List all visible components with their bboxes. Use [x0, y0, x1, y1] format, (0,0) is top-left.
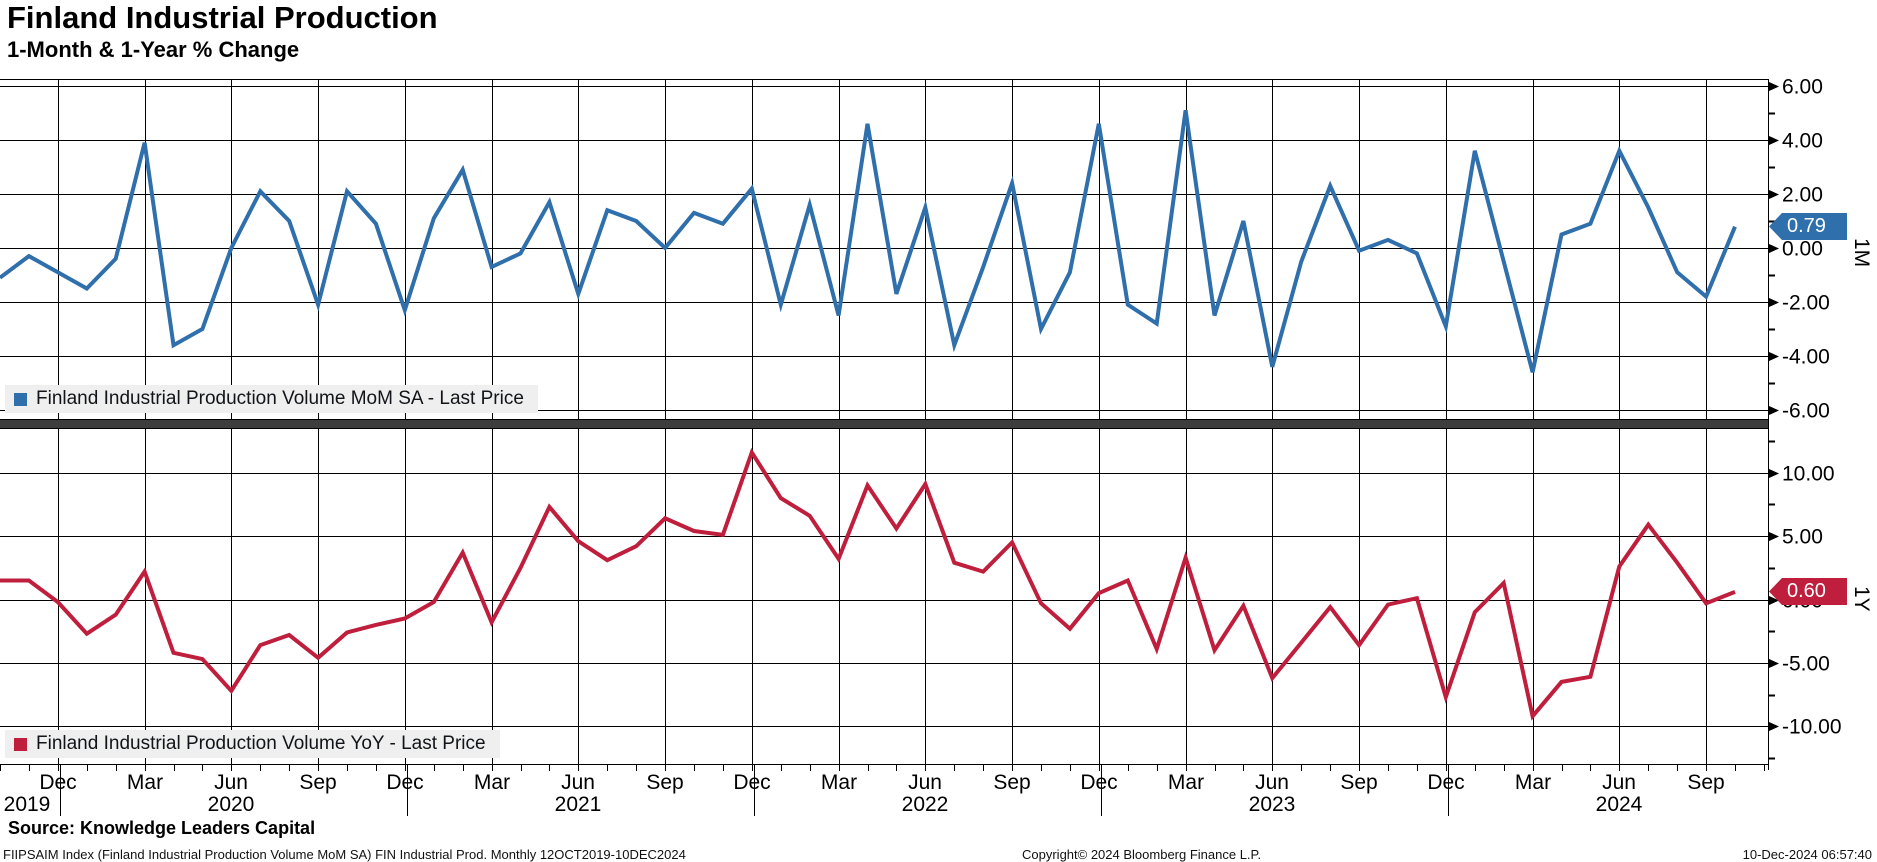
series-line-yoy — [0, 447, 1736, 721]
chart-canvas: 6.00 4.00 2.00 0.00 -2.00 -4.00 -6.00 10.00 5.00… — [0, 76, 1842, 816]
x-tick-label: Dec — [733, 771, 770, 794]
y-tick-label: -5.00 — [1782, 653, 1830, 676]
y-tick-label: 0.00 — [1782, 238, 1823, 261]
x-tick-label: Mar — [474, 771, 510, 794]
x-tick-label: Jun — [1602, 771, 1636, 794]
axis-tick-arrow-icon — [1768, 351, 1779, 362]
y-tick-label: 10.00 — [1782, 463, 1835, 486]
legend-mom[interactable]: Finland Industrial Production Volume MoM… — [5, 385, 538, 413]
x-tick-label: Mar — [821, 771, 857, 794]
legend-swatch-blue-icon — [14, 392, 27, 406]
y-axis-title-1m: 1M — [1850, 238, 1873, 268]
axis-tick-arrow-icon — [1768, 721, 1779, 732]
y-tick-label: -4.00 — [1782, 346, 1830, 369]
axis-tick-arrow-icon — [1768, 531, 1779, 542]
y-tick-label: 4.00 — [1782, 130, 1823, 153]
footnote-ticker: FIIPSAIM Index (Finland Industrial Produ… — [3, 847, 686, 862]
panel-separator — [0, 420, 1768, 428]
page-subtitle: 1-Month & 1-Year % Change — [7, 37, 300, 62]
x-tick-label: Sep — [1340, 771, 1377, 794]
axis-tick-arrow-icon — [1768, 135, 1779, 146]
x-tick-label: Mar — [1168, 771, 1204, 794]
x-tick-label: Sep — [1687, 771, 1724, 794]
axis-tick-arrow-icon — [1768, 297, 1779, 308]
x-tick-label: Dec — [1080, 771, 1117, 794]
legend-yoy[interactable]: Finland Industrial Production Volume YoY… — [5, 730, 500, 758]
x-tick-label: Mar — [127, 771, 163, 794]
footnote-datetime: 10-Dec-2024 06:57:40 — [1742, 847, 1872, 862]
x-tick-label: Sep — [299, 771, 336, 794]
legend-yoy-label: Finland Industrial Production Volume YoY… — [36, 733, 486, 754]
x-tick-label: Dec — [39, 771, 76, 794]
legend-mom-label: Finland Industrial Production Volume MoM… — [36, 388, 524, 409]
x-tick-label: Jun — [908, 771, 942, 794]
legend-swatch-red-icon — [14, 737, 27, 751]
x-year-label: 2024 — [1596, 793, 1643, 816]
x-tick-label: Dec — [1427, 771, 1464, 794]
axis-tick-arrow-icon — [1768, 405, 1779, 416]
x-tick-label: Jun — [561, 771, 595, 794]
axis-tick-arrow-icon — [1768, 81, 1779, 92]
page-title: Finland Industrial Production — [7, 0, 438, 35]
y-tick-label: -6.00 — [1782, 400, 1830, 423]
footnote-copyright: Copyright© 2024 Bloomberg Finance L.P. — [1022, 847, 1262, 862]
last-price-badge-yoy: 0.60 — [1769, 578, 1847, 605]
axis-tick-arrow-icon — [1768, 243, 1779, 254]
y-axis-title-1y: 1Y — [1850, 586, 1873, 612]
x-tick-label: Mar — [1515, 771, 1551, 794]
x-tick-label: Sep — [993, 771, 1030, 794]
y-tick-label: 2.00 — [1782, 184, 1823, 207]
axis-tick-arrow-icon — [1768, 595, 1779, 606]
source-line: Source: Knowledge Leaders Capital — [8, 818, 316, 838]
x-year-label: 2019 — [4, 793, 51, 816]
last-price-badge-mom: 0.79 — [1769, 213, 1847, 240]
x-tick-label: Jun — [1255, 771, 1289, 794]
y-tick-label: -2.00 — [1782, 292, 1830, 315]
axis-tick-arrow-icon — [1768, 189, 1779, 200]
axis-tick-arrow-icon — [1768, 658, 1779, 669]
series-line-mom — [0, 110, 1737, 373]
y-tick-label: -10.00 — [1782, 716, 1842, 739]
x-year-label: 2023 — [1249, 793, 1296, 816]
y-tick-label: 6.00 — [1782, 76, 1823, 99]
axis-tick-arrow-icon — [1768, 468, 1779, 479]
x-year-label: 2020 — [208, 793, 255, 816]
y-tick-label: 5.00 — [1782, 526, 1823, 549]
x-tick-label: Sep — [646, 771, 683, 794]
x-tick-label: Dec — [386, 771, 423, 794]
x-year-label: 2021 — [555, 793, 602, 816]
x-year-label: 2022 — [902, 793, 949, 816]
x-tick-label: Jun — [214, 771, 248, 794]
